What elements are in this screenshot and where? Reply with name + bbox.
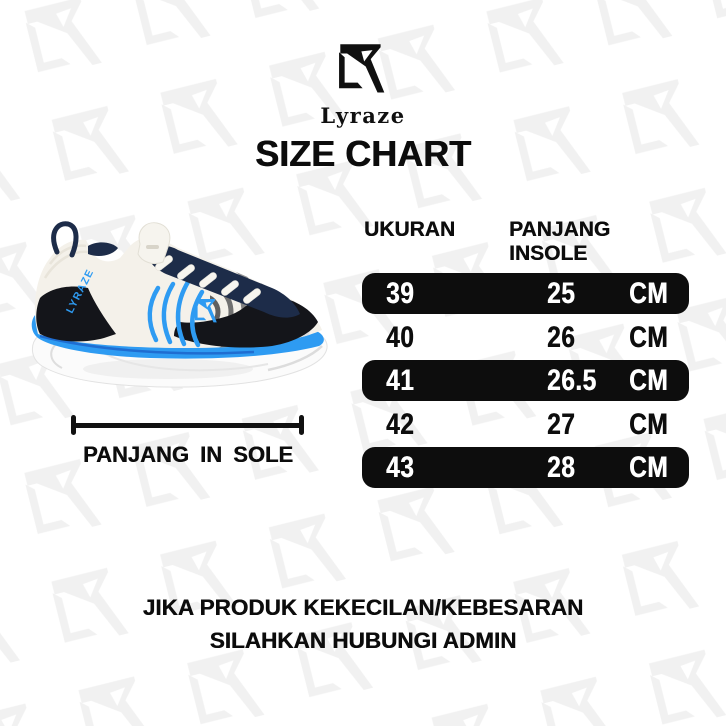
shoe-image: LYRAZE [31,221,328,388]
table-row: 42 27 CM [386,407,669,441]
table-row: 43 28 CM [362,447,689,489]
measure-line [74,423,302,428]
table-row: 39 25 CM [362,273,689,314]
shoe-tongue [137,222,171,265]
footer-line-1: JIKA PRODUK KEKECILAN/KEBESARAN [142,595,584,620]
shoe-heel-panel [36,286,116,342]
header-panjang-insole: PANJANG INSOLE [509,218,611,265]
shoe-collar [88,242,118,256]
size-table: UKURAN PANJANG INSOLE 39 25 CM 40 26 CM … [362,218,689,489]
shoe-laces [155,255,261,304]
lyraze-logo-icon [339,44,385,93]
size-table-header: UKURAN PANJANG INSOLE [362,218,689,265]
size-table-rows: 39 25 CM 40 26 CM 41 26.5 CM 42 27 CM 43 [362,273,689,491]
header-ukuran: UKURAN [364,218,455,241]
footer-line-2: SILAHKAN HUBUNGI ADMIN [209,627,517,653]
shoe-blue-stripes [147,279,205,348]
shoe-lace-panel [148,245,300,318]
measure-label: PANJANG IN SOLE [82,442,294,467]
shoe-heel-loop [51,221,79,258]
measure-cap-left [71,415,76,435]
table-row: 40 26 CM [386,320,669,354]
table-row: 41 26.5 CM [362,360,689,402]
footer-note: JIKA PRODUK KEKECILAN/KEBESARAN SILAHKAN… [0,592,726,657]
brand-wordmark: Lyraze [320,103,406,128]
page-title: SIZE CHART [255,133,471,174]
measure-cap-right [299,415,304,435]
